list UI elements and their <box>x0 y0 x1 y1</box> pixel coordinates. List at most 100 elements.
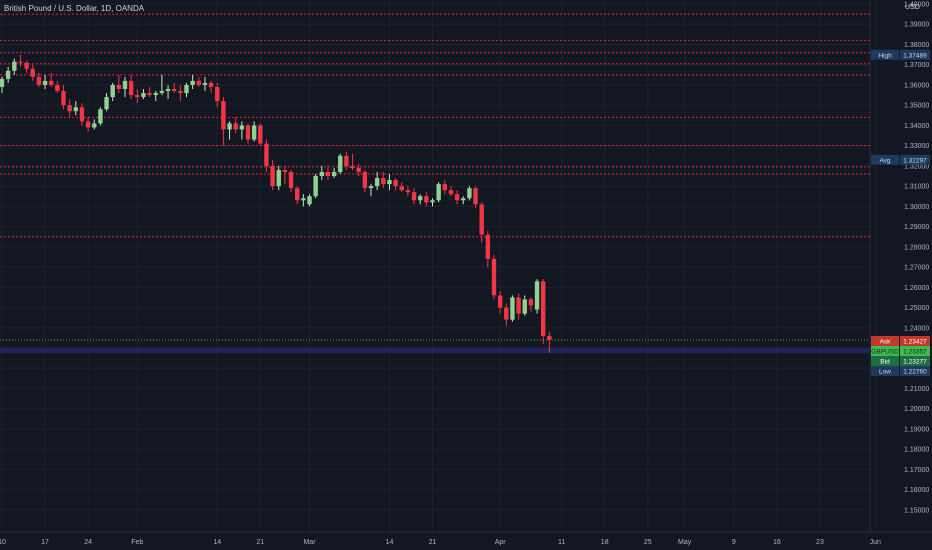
candle[interactable] <box>448 186 454 197</box>
candle[interactable] <box>116 74 122 94</box>
candle[interactable] <box>399 182 404 193</box>
candle[interactable] <box>49 72 54 87</box>
candle[interactable] <box>12 58 17 75</box>
candle[interactable] <box>295 186 300 205</box>
candle[interactable] <box>436 182 441 203</box>
candle[interactable] <box>165 84 171 100</box>
candle[interactable] <box>73 101 78 116</box>
candle[interactable] <box>98 107 103 126</box>
candle[interactable] <box>319 165 324 181</box>
candle[interactable] <box>251 121 257 142</box>
candle[interactable] <box>479 202 484 243</box>
candle-body <box>516 297 521 314</box>
candle[interactable] <box>159 74 165 96</box>
candle[interactable] <box>128 74 134 100</box>
candle[interactable] <box>227 121 232 140</box>
candle[interactable] <box>61 84 66 110</box>
candle[interactable] <box>122 76 128 98</box>
candle[interactable] <box>239 121 245 140</box>
candle[interactable] <box>264 139 269 172</box>
candle[interactable] <box>215 82 220 108</box>
candle[interactable] <box>5 66 11 83</box>
candle[interactable] <box>0 76 5 94</box>
candle[interactable] <box>467 186 472 201</box>
candle[interactable] <box>510 295 515 322</box>
candle[interactable] <box>79 103 85 126</box>
candle[interactable] <box>338 153 343 174</box>
candle[interactable] <box>36 72 42 87</box>
candle[interactable] <box>362 169 368 193</box>
candle[interactable] <box>344 151 349 170</box>
candle[interactable] <box>442 180 447 195</box>
candle[interactable] <box>504 303 509 326</box>
candle[interactable] <box>331 167 337 179</box>
candle[interactable] <box>67 99 72 118</box>
candle[interactable] <box>405 186 411 197</box>
candle[interactable] <box>381 171 386 189</box>
candle[interactable] <box>172 82 177 94</box>
candle[interactable] <box>135 88 140 104</box>
candle[interactable] <box>374 171 380 191</box>
candle[interactable] <box>430 198 435 207</box>
candle[interactable] <box>30 64 35 81</box>
candle[interactable] <box>245 123 251 144</box>
candle[interactable] <box>473 186 478 209</box>
candle[interactable] <box>141 88 146 100</box>
candle[interactable] <box>418 194 423 205</box>
candle[interactable] <box>541 279 546 344</box>
candle[interactable] <box>485 230 491 268</box>
candle[interactable] <box>528 297 534 312</box>
candle[interactable] <box>516 293 521 320</box>
candle[interactable] <box>92 119 97 130</box>
candle[interactable] <box>276 165 281 191</box>
candle-body <box>141 93 146 98</box>
candle[interactable] <box>104 93 109 112</box>
candle[interactable] <box>233 117 238 134</box>
candle[interactable] <box>24 60 29 73</box>
candle-body <box>461 198 466 201</box>
candle[interactable] <box>190 74 195 89</box>
candle[interactable] <box>393 178 398 191</box>
candle-body <box>504 307 509 320</box>
candle[interactable] <box>491 254 497 300</box>
candle[interactable] <box>307 194 312 207</box>
candle[interactable] <box>454 190 460 205</box>
price-tick-label: 1.24000 <box>904 325 929 332</box>
candle[interactable] <box>288 169 294 193</box>
candle[interactable] <box>55 80 60 94</box>
candle[interactable] <box>350 153 355 170</box>
candle[interactable] <box>208 80 214 94</box>
candle[interactable] <box>547 331 552 353</box>
candle[interactable] <box>461 196 466 205</box>
candle[interactable] <box>258 123 263 146</box>
candle[interactable] <box>147 86 152 98</box>
candle[interactable] <box>497 291 503 314</box>
candle-body <box>67 105 72 112</box>
candle[interactable] <box>110 82 115 102</box>
candle[interactable] <box>202 76 208 92</box>
candle[interactable] <box>387 173 392 191</box>
candle[interactable] <box>356 163 361 176</box>
candle[interactable] <box>411 188 417 205</box>
candle[interactable] <box>85 117 91 132</box>
candle[interactable] <box>301 194 306 207</box>
candle[interactable] <box>282 165 288 185</box>
candle[interactable] <box>42 74 48 89</box>
candle[interactable] <box>196 76 201 87</box>
candle[interactable] <box>178 84 183 102</box>
candle[interactable] <box>270 159 275 191</box>
candle[interactable] <box>522 295 527 316</box>
candle[interactable] <box>325 165 331 181</box>
candle[interactable] <box>424 192 429 207</box>
candle[interactable] <box>18 54 23 67</box>
candle[interactable] <box>184 82 189 98</box>
candle[interactable] <box>368 184 374 197</box>
candle[interactable] <box>534 279 540 314</box>
symbol-title[interactable]: British Pound / U.S. Dollar, 1D, OANDA <box>4 4 145 13</box>
candle[interactable] <box>221 97 226 146</box>
candle[interactable] <box>313 173 318 199</box>
candle[interactable] <box>153 91 158 102</box>
time-axis[interactable]: 10 17 24 Feb 14 21 Mar 14 21 Apr 11 18 25 May 9 16 23 Jun <box>0 539 881 546</box>
candle-body <box>282 169 288 172</box>
